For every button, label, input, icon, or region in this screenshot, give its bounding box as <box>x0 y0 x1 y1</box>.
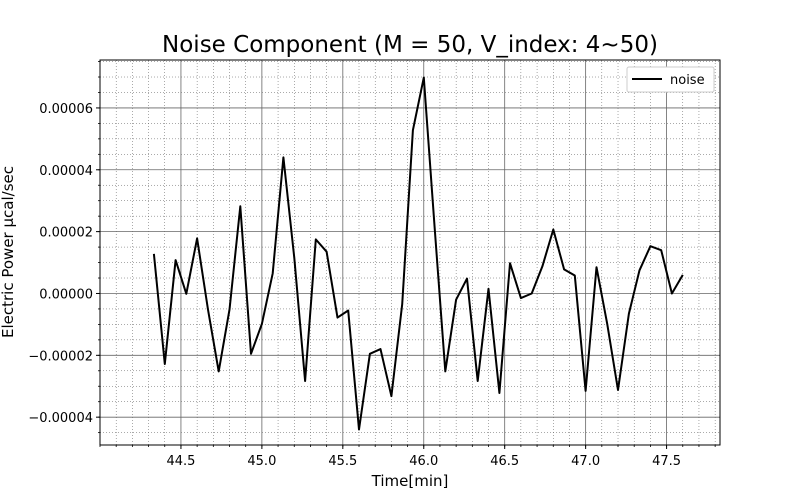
chart-title: Noise Component (M = 50, V_index: 4~50) <box>162 32 658 58</box>
x-tick-label: 47.5 <box>652 454 681 469</box>
x-tick-label: 44.5 <box>166 454 195 469</box>
x-tick-label: 46.0 <box>409 454 438 469</box>
plot-area <box>152 76 684 431</box>
x-axis-label: Time[min] <box>371 472 449 490</box>
y-tick-label: 0.00006 <box>39 102 93 117</box>
legend: noise <box>626 66 715 93</box>
y-tick-label: −0.00002 <box>28 349 93 364</box>
x-tick-label: 47.0 <box>571 454 600 469</box>
series-line-noise <box>152 76 684 431</box>
grid <box>99 60 720 445</box>
x-axis: 44.5 45.0 45.5 46.0 46.5 47.0 47.5 <box>99 445 716 469</box>
x-tick-label: 45.5 <box>328 454 357 469</box>
y-tick-label: 0.00002 <box>39 226 93 241</box>
y-axis-label: Electric Power µcal/sec <box>0 166 17 338</box>
y-tick-label: −0.00004 <box>28 411 93 426</box>
x-tick-label: 45.0 <box>247 454 276 469</box>
y-tick-label: 0.00004 <box>39 164 93 179</box>
y-axis: −0.00004 −0.00002 0.00000 0.00002 0.00004 0.0… <box>28 61 100 434</box>
plot-frame <box>99 59 721 446</box>
y-tick-label: 0.00000 <box>39 287 93 302</box>
x-tick-label: 46.5 <box>490 454 519 469</box>
legend-label-noise: noise <box>670 73 705 88</box>
legend-box <box>626 66 715 93</box>
